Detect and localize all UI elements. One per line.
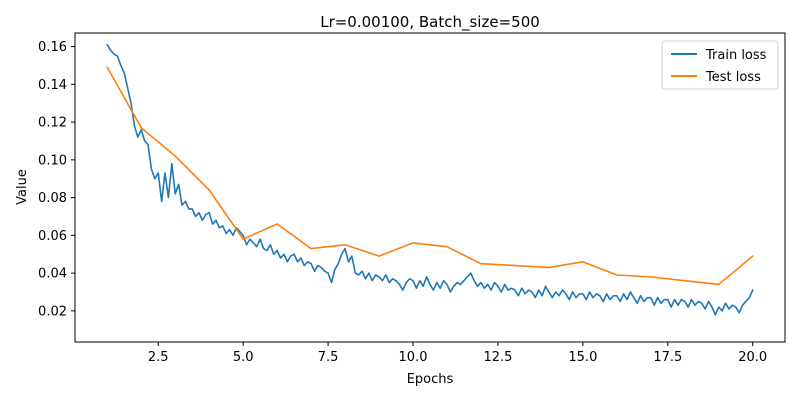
x-tick-label: 12.5 [483,350,512,365]
chart-title: Lr=0.00100, Batch_size=500 [320,13,540,32]
series-line-test-loss [106,66,754,286]
legend-label-train-loss: Train loss [705,48,767,63]
x-tick-label: 10.0 [399,350,428,365]
axes-frame [74,32,786,343]
x-tick-label: 17.5 [653,350,682,365]
legend-label-test-loss: Test loss [705,70,761,85]
x-tick-label: 15.0 [568,350,597,365]
series-layer [106,43,754,316]
y-tick-label: 0.06 [38,229,67,244]
x-tick-label: 5.0 [233,350,254,365]
y-tick-label: 0.16 [38,40,67,55]
plot-area [74,32,786,343]
y-tick-label: 0.12 [38,116,67,131]
y-tick-label: 0.14 [38,78,67,93]
x-tick-label: 20.0 [738,350,767,365]
series-line-train-loss [106,43,754,316]
y-tick-label: 0.02 [38,304,67,319]
y-axis-title: Value [15,169,30,205]
legend: Train loss Test loss [661,40,779,90]
x-axis-title: Epochs [407,372,454,387]
y-tick-label: 0.04 [38,267,67,282]
x-axis-ticks: 2.5 5.0 7.5 10.0 12.5 15.0 17.5 20.0 [148,342,767,365]
y-tick-label: 0.08 [38,191,67,206]
y-tick-label: 0.10 [38,153,67,168]
x-tick-label: 2.5 [148,350,169,365]
y-axis-ticks: 0.02 0.04 0.06 0.08 0.10 0.12 0.14 0.16 [38,40,75,319]
x-tick-label: 7.5 [318,350,339,365]
